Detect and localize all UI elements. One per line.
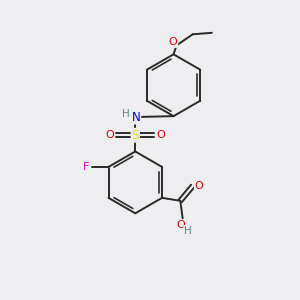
Text: S: S bbox=[132, 129, 139, 142]
Text: O: O bbox=[176, 220, 185, 230]
Text: O: O bbox=[195, 181, 203, 191]
Text: O: O bbox=[157, 130, 165, 140]
Text: H: H bbox=[122, 109, 130, 119]
Text: O: O bbox=[169, 37, 177, 47]
Text: F: F bbox=[82, 162, 89, 172]
Text: N: N bbox=[131, 110, 140, 124]
Text: H: H bbox=[184, 226, 192, 236]
Text: O: O bbox=[105, 130, 114, 140]
